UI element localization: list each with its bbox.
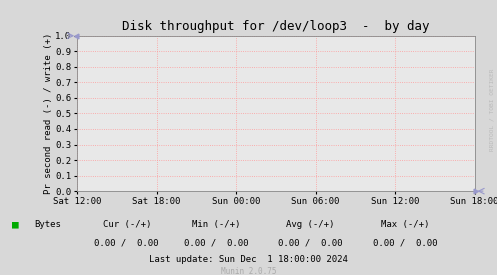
- Text: 0.00 /  0.00: 0.00 / 0.00: [373, 239, 437, 248]
- Title: Disk throughput for /dev/loop3  -  by day: Disk throughput for /dev/loop3 - by day: [122, 20, 429, 33]
- Text: Max (-/+): Max (-/+): [381, 220, 429, 229]
- Text: RRDTOOL / TOBI OETIKER: RRDTOOL / TOBI OETIKER: [490, 69, 495, 151]
- Y-axis label: Pr second read (-) / write (+): Pr second read (-) / write (+): [44, 33, 53, 194]
- Text: Bytes: Bytes: [34, 220, 61, 229]
- Text: Last update: Sun Dec  1 18:00:00 2024: Last update: Sun Dec 1 18:00:00 2024: [149, 255, 348, 264]
- Text: 0.00 /  0.00: 0.00 / 0.00: [94, 239, 159, 248]
- Text: ■: ■: [12, 219, 19, 229]
- Text: Min (-/+): Min (-/+): [192, 220, 241, 229]
- Text: Munin 2.0.75: Munin 2.0.75: [221, 267, 276, 275]
- Text: 0.00 /  0.00: 0.00 / 0.00: [184, 239, 248, 248]
- Text: 0.00 /  0.00: 0.00 / 0.00: [278, 239, 343, 248]
- Text: Avg (-/+): Avg (-/+): [286, 220, 335, 229]
- Text: Cur (-/+): Cur (-/+): [102, 220, 151, 229]
